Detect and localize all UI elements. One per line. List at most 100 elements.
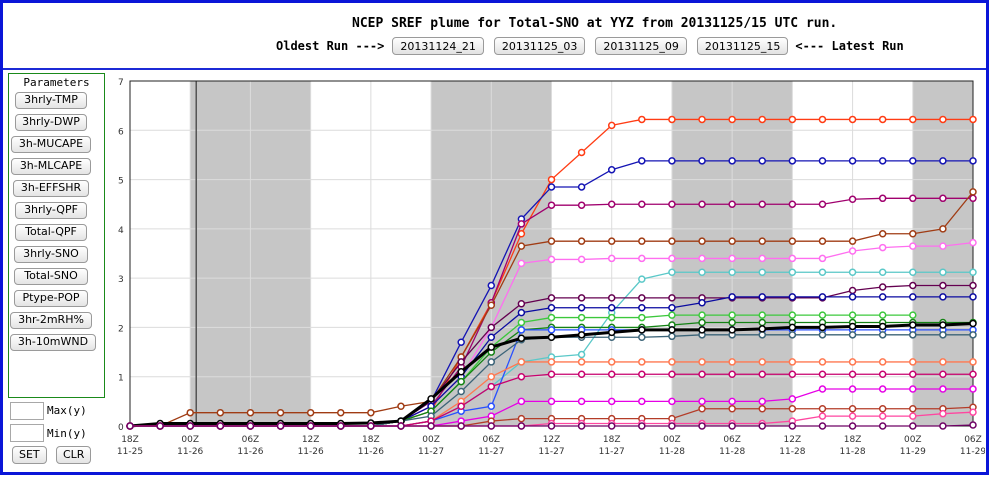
series-3-point-6 [306, 408, 315, 417]
series-1-point-22 [788, 157, 797, 165]
param-button-3h-mlcape[interactable]: 3h-MLCAPE [11, 158, 91, 175]
series-8-point-26 [909, 311, 917, 319]
x-tick-date-3: 11-26 [298, 447, 324, 457]
param-button-3hrly-qpf[interactable]: 3hrly-QPF [15, 202, 87, 219]
series-18-point-28 [969, 421, 977, 429]
series-3-point-12 [487, 301, 496, 309]
series-14-point-24 [848, 370, 857, 378]
series-14-point-20 [728, 370, 736, 378]
param-button-3hrly-dwp[interactable]: 3hrly-DWP [15, 114, 87, 131]
series-3-point-24 [848, 237, 857, 245]
param-button-total-qpf[interactable]: Total-QPF [15, 224, 87, 241]
series-2-point-19 [698, 200, 706, 208]
param-button-3hrly-sno[interactable]: 3hrly-SNO [14, 246, 88, 263]
page-title: NCEP SREF plume for Total-SNO at YYZ fro… [352, 16, 838, 31]
series-5-point-15 [577, 350, 586, 359]
min-y-input[interactable] [10, 424, 44, 442]
series-14-point-14 [547, 370, 556, 378]
max-y-input[interactable] [10, 402, 44, 420]
series-13-point-16 [607, 358, 616, 366]
series-3-point-28 [969, 188, 977, 196]
series-6-point-12 [487, 323, 496, 332]
run-button-4[interactable]: 20131125_15 [696, 37, 789, 55]
series-13-point-21 [758, 358, 766, 366]
x-tick-label-4: 18Z [362, 435, 380, 445]
series-7-point-16 [607, 303, 616, 312]
series-12-point-26 [909, 321, 917, 329]
series-7-point-19 [698, 299, 706, 307]
series-7-point-24 [848, 293, 857, 301]
set-button[interactable]: SET [12, 446, 47, 464]
series-3-point-3 [216, 408, 225, 417]
series-7-point-25 [878, 293, 887, 301]
series-3-point-25 [878, 230, 887, 238]
series-6-point-14 [547, 294, 556, 302]
series-11-point-12 [487, 358, 496, 366]
series-2-point-18 [668, 200, 676, 208]
series-12-point-11 [457, 368, 465, 376]
series-6-point-13 [517, 300, 526, 308]
clr-button[interactable]: CLR [56, 446, 92, 464]
series-7-point-15 [577, 303, 586, 312]
series-4-point-26 [909, 242, 917, 250]
x-tick-date-6: 11-27 [478, 447, 504, 457]
max-y-label: Max(y) [47, 404, 87, 417]
series-13-point-26 [909, 358, 917, 366]
series-15-point-17 [638, 397, 646, 406]
series-13-point-22 [788, 358, 797, 366]
run-button-1[interactable]: 20131124_21 [392, 37, 484, 55]
param-button-total-sno[interactable]: Total-SNO [14, 268, 88, 285]
y-tick-label-7: 7 [118, 78, 124, 88]
y-tick-label-2: 2 [118, 324, 124, 334]
param-button-3h-10mwnd[interactable]: 3h-10mWND [10, 334, 96, 351]
series-0-point-15 [577, 148, 586, 157]
x-tick-label-13: 00Z [904, 435, 922, 445]
series-12-point-22 [788, 323, 797, 332]
series-18-point-18 [668, 422, 676, 430]
run-button-2[interactable]: 20131125_03 [493, 37, 586, 55]
param-button-3h-effshr[interactable]: 3h-EFFSHR [13, 180, 89, 197]
param-button-3hr-2mrh[interactable]: 3hr-2mRH% [10, 312, 92, 329]
series-1-point-19 [698, 157, 706, 165]
series-2-point-22 [788, 200, 797, 208]
series-18-point-12 [487, 422, 496, 430]
run-button-3[interactable]: 20131125_09 [595, 37, 687, 55]
series-14-point-19 [698, 370, 706, 378]
param-button-ptype-pop[interactable]: Ptype-POP [14, 290, 88, 307]
series-13-point-15 [577, 358, 586, 366]
series-15-point-21 [758, 397, 766, 406]
series-12-point-18 [668, 326, 676, 334]
param-button-3h-mucape[interactable]: 3h-MUCAPE [11, 136, 91, 153]
x-tick-date-5: 11-27 [418, 447, 444, 457]
series-18-point-26 [909, 422, 917, 430]
series-4-point-16 [607, 254, 616, 263]
series-3-point-16 [607, 237, 616, 245]
series-17-point-27 [939, 409, 947, 418]
series-14-point-21 [758, 370, 766, 378]
x-tick-date-2: 11-26 [237, 447, 263, 457]
oldest-run-label: Oldest Run ---> [276, 39, 385, 53]
param-button-3hrly-tmp[interactable]: 3hrly-TMP [15, 92, 87, 109]
x-tick-date-7: 11-27 [538, 447, 564, 457]
series-14-point-18 [668, 370, 676, 378]
series-13-point-14 [547, 358, 556, 366]
series-7-point-13 [517, 308, 526, 317]
series-13-point-17 [638, 358, 646, 366]
series-3-point-27 [939, 225, 947, 233]
series-3-point-19 [698, 237, 706, 245]
series-6-point-28 [969, 281, 977, 290]
series-7-point-28 [969, 293, 977, 301]
x-tick-date-9: 11-28 [659, 447, 685, 457]
series-3-point-26 [909, 230, 917, 238]
series-2-point-27 [939, 194, 947, 203]
series-12-point-27 [939, 321, 947, 329]
series-1-point-18 [668, 157, 676, 165]
series-7-point-20 [728, 293, 736, 301]
series-0-point-19 [698, 115, 706, 124]
series-1-point-14 [547, 183, 556, 191]
series-13-point-19 [698, 358, 706, 366]
series-16-point-21 [758, 405, 766, 413]
series-3-point-14 [547, 237, 556, 245]
series-1-point-15 [577, 183, 586, 191]
